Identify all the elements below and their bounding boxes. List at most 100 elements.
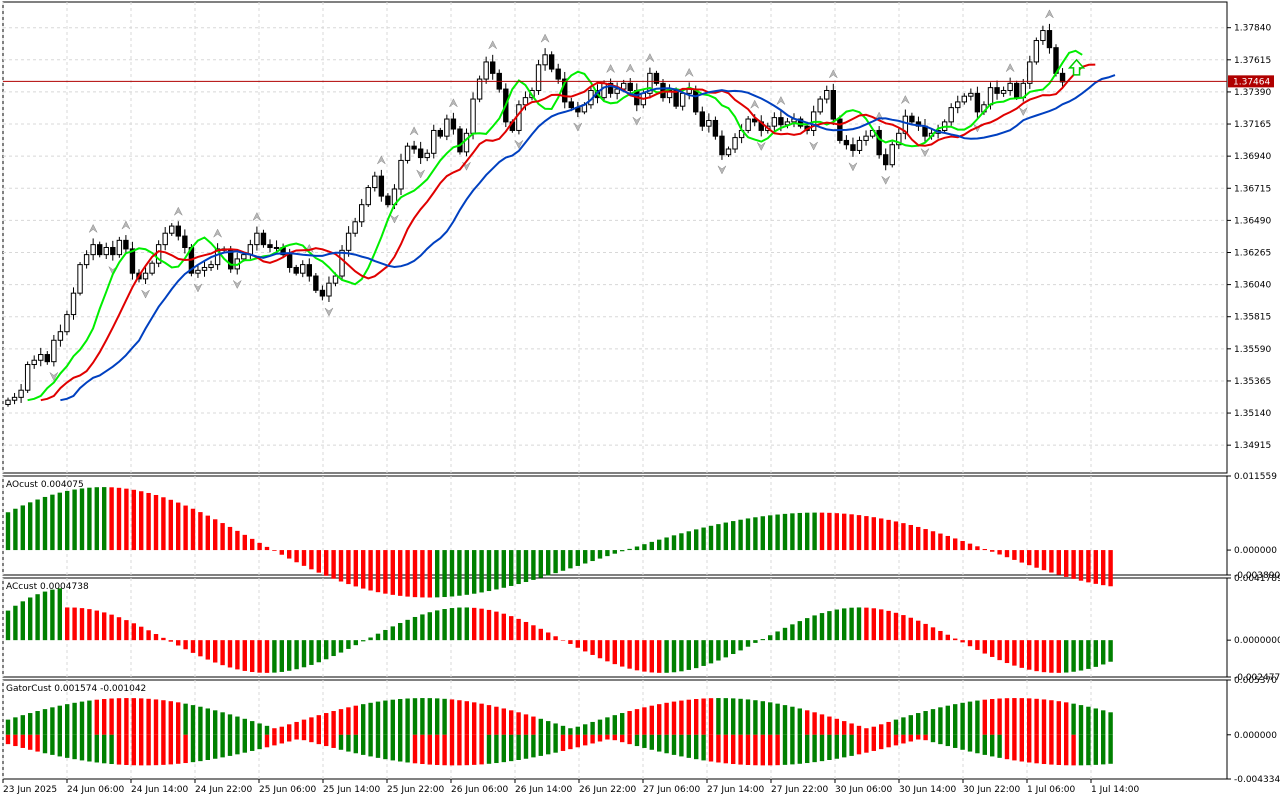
gator-bar-upper (745, 699, 751, 735)
ao-bar (605, 550, 610, 557)
time-axis-label: 30 Jun 06:00 (835, 785, 892, 795)
gator-bar-upper (20, 715, 25, 735)
gator-bar-lower (679, 734, 684, 757)
gator-bar-lower (923, 734, 928, 741)
candle-bearish (228, 249, 234, 270)
ac-bar (50, 589, 55, 641)
gator-bar-upper (501, 708, 506, 735)
candle-bearish (182, 235, 188, 248)
gator-bar-upper (716, 698, 721, 735)
price-tick-label: 1.35590 (1234, 345, 1271, 355)
candle-bullish (149, 262, 155, 274)
gator-bar-lower (812, 734, 817, 763)
candle-bearish (313, 275, 319, 291)
ac-bar (146, 630, 151, 641)
ao-bar (227, 526, 233, 551)
ac-bar (213, 640, 218, 663)
ao-bar (982, 549, 987, 551)
ac-bar (131, 623, 136, 641)
gator-bar-lower (287, 734, 292, 742)
gator-bar-upper (827, 716, 832, 735)
gator-bar-upper (65, 704, 70, 735)
ao-bar (879, 518, 884, 551)
ao-bar (198, 512, 203, 551)
ac-bar (227, 640, 233, 668)
gator-bar-upper (967, 701, 973, 735)
gator-bar-lower (35, 734, 40, 752)
candle-bullish (142, 272, 149, 280)
ac-bar (590, 640, 595, 655)
gator-bar-upper (353, 705, 358, 735)
ac-bar (568, 640, 573, 644)
ao-bar (553, 550, 558, 574)
candle-bearish (411, 145, 417, 150)
gator-bar-lower (531, 734, 536, 758)
candle-bearish (797, 118, 804, 127)
candle-bullish (352, 221, 358, 234)
gator-bar-upper (146, 698, 151, 735)
gator-bar-upper (908, 715, 913, 735)
gator-bar-lower (87, 734, 92, 762)
time-axis-label: 30 Jun 22:00 (963, 785, 1020, 795)
ao-bar (546, 550, 551, 576)
ac-bar (153, 634, 159, 641)
gator-bar-upper (472, 702, 477, 735)
ao-bar (627, 548, 632, 551)
ac-bar (405, 619, 410, 641)
ac-bar (1078, 640, 1084, 671)
gator-bar-upper (368, 702, 373, 735)
ac-bar (1093, 640, 1098, 667)
ac-bar (442, 609, 447, 641)
gator-bar-upper (634, 709, 640, 735)
ao-bar (486, 550, 492, 592)
ac-bar (649, 640, 654, 673)
ac-bar (701, 640, 706, 666)
gator-bar-lower (634, 734, 640, 747)
ac-bar (13, 605, 18, 641)
gator-bar-lower (1093, 734, 1098, 765)
gator-bar-upper (738, 698, 743, 735)
gator-bar-lower (827, 734, 832, 761)
gator-bar-lower (116, 734, 122, 765)
ao-bar (161, 497, 166, 551)
ac-bar (1019, 640, 1024, 668)
gator-bar-lower (657, 734, 662, 752)
ao-bar (1034, 550, 1039, 568)
gator-bar-lower (368, 734, 373, 757)
ao-bar (745, 518, 751, 551)
ac-bar (479, 608, 484, 641)
candle-bullish (345, 232, 352, 251)
candle-bullish (679, 92, 686, 107)
candle-bearish (129, 248, 136, 274)
ao-bar (901, 523, 906, 551)
gator-bar-lower (420, 734, 425, 765)
gator-bar-lower (161, 734, 166, 765)
gator-bar-upper (938, 707, 943, 735)
gator-bar-lower (930, 734, 936, 743)
time-axis-label: 23 Jun 2025 (3, 785, 57, 795)
candle-bearish (123, 239, 129, 250)
gator-bar-lower (50, 734, 55, 755)
gator-bar-upper (642, 707, 647, 735)
ac-bar (908, 617, 913, 641)
gator-bar-upper (287, 724, 292, 735)
ao-bar (205, 515, 210, 551)
ao-bar (383, 550, 388, 594)
ao-bar (790, 513, 795, 551)
gator-bar-lower (220, 734, 225, 758)
gator-bar-lower (168, 734, 173, 765)
candle-bullish (535, 64, 542, 91)
gator-bar-lower (738, 734, 743, 765)
candle-bearish (267, 244, 273, 248)
ac-bar (538, 628, 543, 641)
gator-bar-lower (1108, 734, 1113, 764)
ac-bar (338, 640, 344, 653)
ao-bar (338, 550, 344, 582)
gator-bar-lower (479, 734, 484, 765)
ao-bar (1041, 550, 1047, 571)
candle-bearish (653, 72, 660, 84)
ac-bar (190, 640, 196, 653)
candle-bearish (778, 117, 784, 126)
ao-bar (753, 517, 758, 551)
candle-bullish (817, 98, 823, 113)
